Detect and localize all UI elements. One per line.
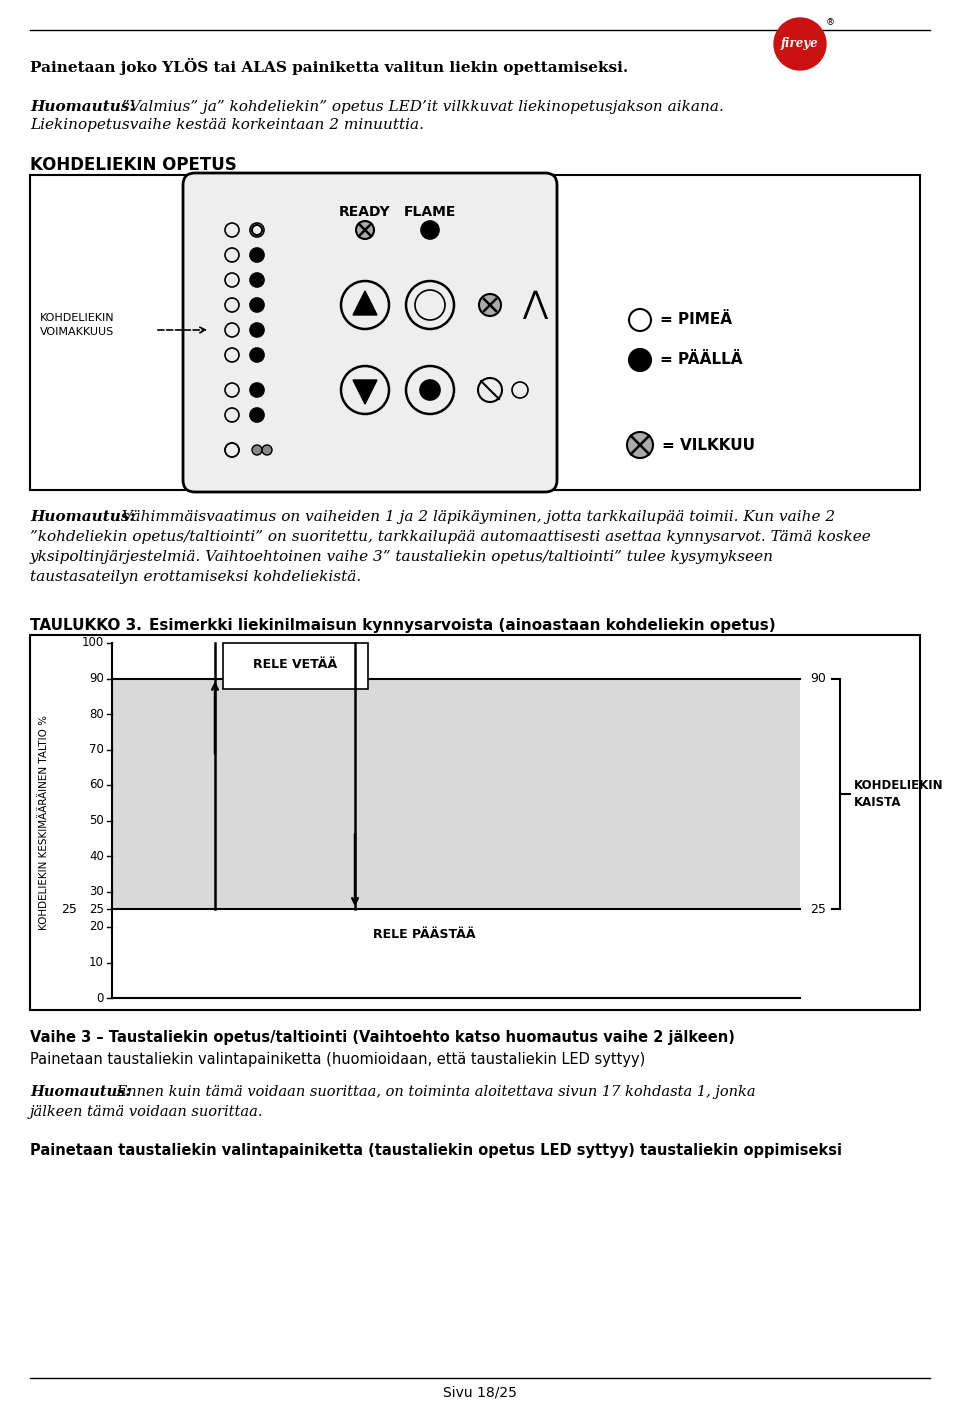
Circle shape [250, 409, 264, 423]
Text: 0: 0 [97, 991, 104, 1004]
Text: TAULUKKO 3.: TAULUKKO 3. [30, 618, 142, 633]
Circle shape [252, 445, 262, 455]
Text: fireye: fireye [781, 38, 819, 51]
Text: KOHDELIEKIN
KAISTA: KOHDELIEKIN KAISTA [854, 779, 944, 809]
Text: 50: 50 [89, 814, 104, 827]
FancyBboxPatch shape [183, 173, 557, 491]
Circle shape [421, 220, 439, 239]
Text: 10: 10 [89, 956, 104, 969]
Text: Huomautus:: Huomautus: [30, 1085, 131, 1099]
Text: 25: 25 [89, 903, 104, 915]
Text: 40: 40 [89, 849, 104, 862]
Text: READY: READY [339, 205, 391, 219]
Bar [223, 643, 368, 689]
Circle shape [250, 272, 264, 286]
Circle shape [250, 348, 264, 362]
Text: 100: 100 [82, 636, 104, 650]
Text: 25: 25 [61, 903, 77, 915]
Circle shape [250, 323, 264, 337]
Text: Painetaan taustaliekin valintapainiketta (huomioidaan, että taustaliekin LED syt: Painetaan taustaliekin valintapainiketta… [30, 1052, 645, 1067]
Circle shape [629, 350, 651, 371]
Text: 20: 20 [89, 921, 104, 934]
Text: KOHDELIEKIN OPETUS: KOHDELIEKIN OPETUS [30, 156, 237, 174]
Polygon shape [353, 380, 377, 404]
Text: ⋀: ⋀ [522, 291, 547, 320]
Circle shape [479, 293, 501, 316]
Text: Painetaan taustaliekin valintapainiketta (taustaliekin opetus LED syttyy) tausta: Painetaan taustaliekin valintapainiketta… [30, 1143, 842, 1158]
Text: RELE PÄÄSTÄÄ: RELE PÄÄSTÄÄ [373, 928, 475, 941]
Text: KOHDELIEKIN
VOIMAKKUUS: KOHDELIEKIN VOIMAKKUUS [40, 313, 114, 337]
Circle shape [250, 249, 264, 263]
Text: 30: 30 [89, 885, 104, 899]
Polygon shape [353, 291, 377, 314]
Circle shape [356, 220, 374, 239]
Text: = VILKKUU: = VILKKUU [662, 438, 755, 452]
Text: 60: 60 [89, 778, 104, 792]
Text: Ennen kuin tämä voidaan suorittaa, on toiminta aloitettava sivun 17 kohdasta 1, : Ennen kuin tämä voidaan suorittaa, on to… [112, 1085, 756, 1099]
Bar [112, 678, 800, 910]
Circle shape [250, 298, 264, 312]
Circle shape [262, 445, 272, 455]
Text: 70: 70 [89, 743, 104, 755]
Circle shape [774, 18, 826, 70]
Text: jälkeen tämä voidaan suorittaa.: jälkeen tämä voidaan suorittaa. [30, 1105, 263, 1119]
Text: ”kohdeliekin opetus/taltiointi” on suoritettu, tarkkailupää automaattisesti aset: ”kohdeliekin opetus/taltiointi” on suori… [30, 529, 871, 543]
Text: ”Valmius” ja” kohdeliekin” opetus LED’it vilkkuvat liekinopetusjakson aikana.: ”Valmius” ja” kohdeliekin” opetus LED’it… [117, 100, 724, 114]
Bar [30, 176, 920, 490]
Text: taustasateilyn erottamiseksi kohdeliekistä.: taustasateilyn erottamiseksi kohdeliekis… [30, 570, 361, 584]
Bar [30, 635, 920, 1009]
Text: yksipoltinjärjestelmiä. Vaihtoehtoinen vaihe 3” taustaliekin opetus/taltiointi” : yksipoltinjärjestelmiä. Vaihtoehtoinen v… [30, 550, 774, 564]
Text: FLAME: FLAME [404, 205, 456, 219]
Text: Esimerkki liekinilmaisun kynnysarvoista (ainoastaan kohdeliekin opetus): Esimerkki liekinilmaisun kynnysarvoista … [128, 618, 776, 633]
Text: Vähimmäisvaatimus on vaiheiden 1 ja 2 läpikäyminen, jotta tarkkailupää toimii. K: Vähimmäisvaatimus on vaiheiden 1 ja 2 lä… [117, 510, 835, 524]
Text: KOHDELIEKIN KESKIMÄÄRÄINEN TALTIO %: KOHDELIEKIN KESKIMÄÄRÄINEN TALTIO % [39, 715, 49, 929]
Text: Painetaan joko YLÖS tai ALAS painiketta valitun liekin opettamiseksi.: Painetaan joko YLÖS tai ALAS painiketta … [30, 58, 628, 76]
Text: Sivu 18/25: Sivu 18/25 [444, 1386, 516, 1400]
Text: 25: 25 [810, 903, 826, 915]
Text: RELE VETÄÄ: RELE VETÄÄ [253, 658, 338, 671]
Text: Vaihe 3 – Taustaliekin opetus/taltiointi (Vaihtoehto katso huomautus vaihe 2 jäl: Vaihe 3 – Taustaliekin opetus/taltiointi… [30, 1031, 734, 1045]
Circle shape [627, 432, 653, 458]
Text: ®: ® [826, 18, 834, 28]
Text: 90: 90 [810, 673, 826, 685]
Circle shape [420, 380, 440, 400]
Text: 90: 90 [89, 673, 104, 685]
Text: 80: 80 [89, 708, 104, 720]
Text: Liekinopetusvaihe kestää korkeintaan 2 minuuttia.: Liekinopetusvaihe kestää korkeintaan 2 m… [30, 118, 424, 132]
Text: = PIMEÄ: = PIMEÄ [660, 313, 732, 327]
Text: Huomautus:: Huomautus: [30, 510, 135, 524]
Circle shape [250, 383, 264, 397]
Text: = PÄÄLLÄ: = PÄÄLLÄ [660, 352, 743, 368]
Text: Huomautus:: Huomautus: [30, 100, 135, 114]
